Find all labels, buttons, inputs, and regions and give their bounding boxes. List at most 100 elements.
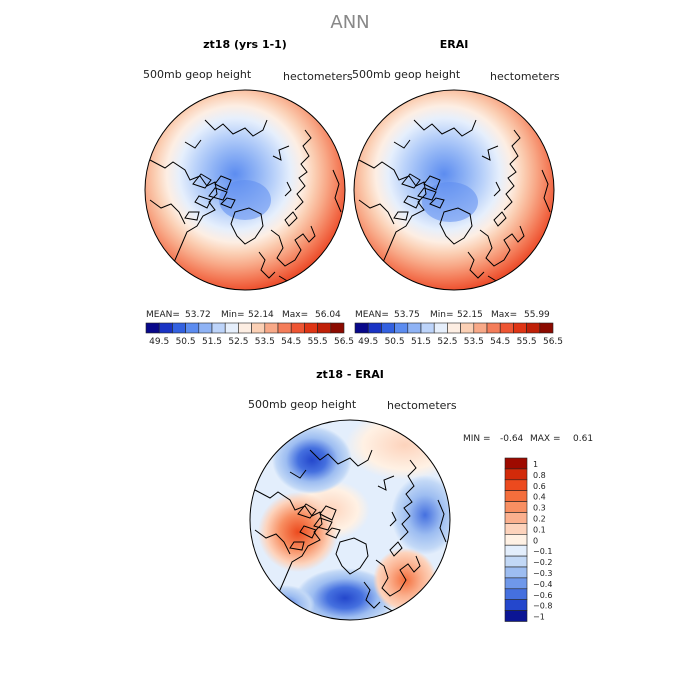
panel-obs-units-label: hectometers [490, 70, 560, 83]
panel-diff-colorbar-swatch [504, 523, 528, 535]
page-title: ANN [330, 12, 369, 33]
panel-diff-colorbar-swatch [504, 544, 528, 557]
panel-model-colorbar-swatch [224, 322, 239, 334]
panel-obs-colorbar-swatch [539, 322, 554, 334]
panel-diff: zt18 - ERAI 500mb geop height hectometer… [248, 368, 593, 622]
panel-diff-colorbar-label: 0.8 [533, 471, 546, 480]
panel-diff-colorbar-label: −0.6 [533, 591, 552, 600]
panel-obs-colorbar-swatch [473, 322, 488, 334]
panel-obs-colorbar-swatch [354, 322, 369, 334]
panel-diff-colorbar-label: −0.4 [533, 580, 552, 589]
panel-model-colorbar-swatch [317, 322, 332, 334]
panel-obs-map [354, 90, 554, 290]
panel-diff-colorbar-label: −0.2 [533, 558, 552, 567]
panel-diff-max-label: MAX = [530, 434, 561, 444]
panel-obs-colorbar-tick-label: 50.5 [385, 337, 405, 347]
panel-model-map-border [144, 89, 346, 291]
panel-diff-colorbar-swatch [504, 610, 528, 622]
panel-obs-colorbar-swatch [460, 322, 475, 334]
panel-obs-colorbar-tick-label: 55.5 [517, 337, 537, 347]
panel-obs-colorbar-tick-label: 53.5 [464, 337, 484, 347]
panel-obs-stats: MEAN= 53.75 Min= 52.15 Max= 55.99 [355, 310, 550, 320]
panel-model-min-label: Min= [221, 310, 245, 320]
panel-diff-min-value: -0.64 [500, 434, 524, 444]
panel-obs-colorbar-swatch [499, 322, 514, 334]
panel-obs-colorbar-swatch [407, 322, 422, 334]
panel-obs-colorbar-swatch [433, 322, 448, 334]
panel-diff-colorbar: 1 0.8 0.6 0.4 0.30.2 0.1 0 −0.1 −0.2 −0.3 −0.4 −0.6… [504, 457, 552, 622]
panel-obs-colorbar-swatch [381, 322, 395, 334]
panel-diff-colorbar-label: −1 [533, 613, 545, 622]
panel-obs-variable-label: 500mb geop height [352, 68, 461, 81]
panel-diff-colorbar-swatch [504, 457, 528, 470]
panel-diff-map-border [249, 419, 451, 621]
panel-model-max-label: Max= [282, 310, 308, 320]
panel-obs-colorbar-tick-label: 51.5 [411, 337, 431, 347]
panel-obs-colorbar-tick-label: 56.5 [543, 337, 563, 347]
panel-diff-colorbar-label: 1 [533, 460, 538, 469]
panel-obs-max-value: 55.99 [524, 310, 550, 320]
panel-obs-colorbar-tick-label: 52.5 [437, 337, 457, 347]
panel-obs-mean-label: MEAN= [355, 310, 389, 320]
panel-model-colorbar-swatch [158, 322, 173, 334]
panel-model-colorbar-swatch [198, 322, 213, 334]
panel-diff-colorbar-swatch [504, 533, 528, 546]
panel-obs-min-value: 52.15 [457, 310, 483, 320]
panel-model-units-label: hectometers [283, 70, 353, 83]
panel-diff-colorbar-swatch [504, 599, 528, 611]
panel-obs-max-label: Max= [491, 310, 517, 320]
panel-diff-colorbar-label: 0.4 [533, 493, 546, 502]
panel-model-mean-value: 53.72 [185, 310, 211, 320]
panel-obs-mean-value: 53.75 [394, 310, 420, 320]
panel-obs-colorbar-swatch [420, 322, 435, 334]
panel-model-colorbar-tick-label: 49.5 [149, 337, 169, 347]
panel-model-colorbar-swatch [264, 322, 279, 334]
panel-model-colorbar-swatch [330, 322, 345, 334]
panel-model-colorbar-swatch [238, 322, 252, 334]
panel-model-colorbar-tick-label: 52.5 [228, 337, 248, 347]
panel-model-colorbar-swatch [145, 322, 160, 334]
panel-diff-max-value: 0.61 [573, 434, 593, 444]
panel-obs-map-border [353, 89, 555, 291]
panel-model-max-value: 56.04 [315, 310, 341, 320]
panel-model-stats: MEAN= 53.72 Min= 52.14 Max= 56.04 [146, 310, 341, 320]
panel-model-colorbar-swatch [251, 322, 266, 334]
panel-model-colorbar-tick-label: 51.5 [202, 337, 222, 347]
panel-diff-title: zt18 - ERAI [316, 368, 384, 381]
panel-obs-colorbar-swatch [526, 322, 541, 334]
panel-diff-units-label: hectometers [387, 399, 457, 412]
panel-model-colorbar-swatch [172, 322, 186, 334]
panel-model-colorbar: 49.5 50.5 51.5 52.5 53.5 54.5 55.5 56.5 [145, 322, 354, 347]
panel-diff-colorbar-swatch [504, 577, 528, 590]
panel-obs-colorbar-swatch [486, 322, 501, 334]
panel-obs-title: ERAI [440, 38, 469, 51]
panel-obs-colorbar-swatch [447, 322, 461, 334]
panel-diff-colorbar-swatch [504, 512, 528, 524]
panel-obs-colorbar-swatch [367, 322, 382, 334]
panel-diff-colorbar-label: 0.3 [533, 504, 546, 513]
panel-diff-min-label: MIN = [463, 434, 491, 444]
panel-diff-colorbar-label: −0.1 [533, 547, 552, 556]
panel-model-colorbar-swatch [290, 322, 305, 334]
panel-obs-colorbar-swatch [513, 322, 527, 334]
panel-model-colorbar-tick-label: 54.5 [281, 337, 301, 347]
panel-diff-colorbar-swatch [504, 566, 528, 579]
panel-diff-colorbar-swatch [504, 468, 528, 481]
panel-model-colorbar-swatch [304, 322, 318, 334]
panel-model: zt18 (yrs 1-1) 500mb geop height hectome… [143, 38, 354, 347]
panel-obs-min-label: Min= [430, 310, 454, 320]
panel-diff-colorbar-swatch [504, 588, 528, 600]
panel-model-min-value: 52.14 [248, 310, 274, 320]
panel-diff-colorbar-label: 0 [533, 536, 538, 545]
panel-model-colorbar-tick-label: 56.5 [334, 337, 354, 347]
panel-model-mean-label: MEAN= [146, 310, 180, 320]
panel-diff-colorbar-swatch [504, 479, 528, 491]
panel-obs-colorbar-tick-label: 54.5 [490, 337, 510, 347]
panel-model-colorbar-swatch [277, 322, 292, 334]
panel-obs-colorbar-swatch [394, 322, 409, 334]
panel-diff-variable-label: 500mb geop height [248, 398, 357, 411]
panel-diff-colorbar-label: −0.3 [533, 569, 552, 578]
panel-diff-colorbar-label: −0.8 [533, 602, 552, 611]
